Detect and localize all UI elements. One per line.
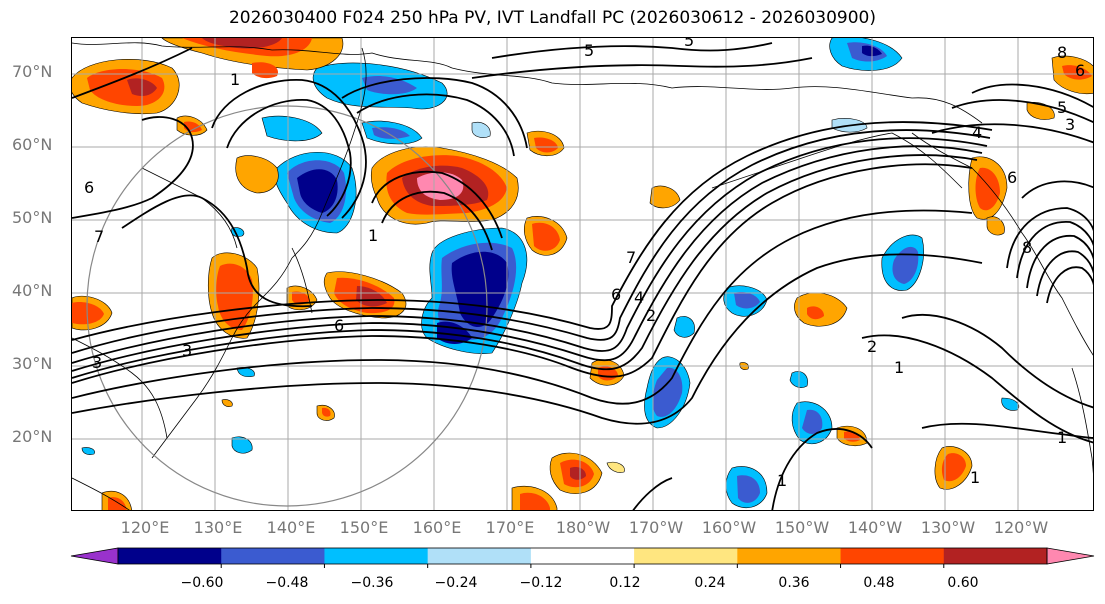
contour-label: 6: [611, 285, 621, 304]
colorbar-tick-label: 0.60: [947, 575, 979, 591]
colorbar-tick-label: −0.24: [434, 575, 478, 591]
contour-label: 4: [634, 288, 644, 307]
colorbar-segment: [943, 548, 1048, 564]
contour-label: 5: [684, 38, 694, 50]
colorbar-tick-label: 0.48: [863, 575, 895, 591]
lon-label-180w: 180°W: [555, 518, 611, 537]
lat-label-20n: 20°N: [12, 427, 53, 446]
lat-label-30n: 30°N: [12, 354, 53, 373]
colorbar-segment: [530, 548, 635, 564]
contour-label: 1: [230, 70, 240, 89]
contour-label: 3: [182, 341, 192, 360]
lon-label-130w: 130°W: [920, 518, 976, 537]
colorbar-segment: [324, 548, 429, 564]
contour-label: 8: [1022, 238, 1032, 257]
contour-label: 8: [1057, 43, 1067, 62]
colorbar-segment: [634, 548, 738, 564]
contour-label: 2: [867, 337, 877, 356]
lat-label-40n: 40°N: [12, 281, 53, 300]
contour-label: 3: [1065, 115, 1075, 134]
contour-label: 2: [646, 306, 656, 325]
contour-label: 3: [92, 353, 102, 372]
lat-label-60n: 60°N: [12, 135, 53, 154]
contour-label: 1: [368, 226, 378, 245]
colorbar-segment: [840, 548, 945, 564]
contour-label: 6: [1007, 168, 1017, 187]
colorbar-tick-label: −0.36: [350, 575, 394, 591]
contour-labels: 5 5 8 6 5 3 4 6 8 7 6 1 6 3 3 6 7 4 2 1: [84, 38, 1085, 490]
ivt-contours: [72, 42, 1093, 510]
contour-label: 4: [972, 123, 982, 142]
colorbar-segment: [737, 548, 842, 564]
contour-label: 6: [334, 316, 344, 335]
lon-label-140w: 140°W: [847, 518, 903, 537]
map-panel: 5 5 8 6 5 3 4 6 8 7 6 1 6 3 3 6 7 4 2 1: [71, 37, 1094, 511]
contour-label: 1: [970, 468, 980, 487]
lon-label-140e: 140°E: [266, 518, 316, 537]
colorbar-segment: [118, 548, 222, 564]
contour-label: 7: [94, 227, 104, 246]
lon-label-150e: 150°E: [339, 518, 389, 537]
colorbar-segment: [221, 548, 325, 564]
contour-label: 1: [1057, 428, 1067, 447]
lat-label-70n: 70°N: [12, 62, 53, 81]
lon-label-120e: 120°E: [120, 518, 170, 537]
lon-label-130e: 130°E: [193, 518, 243, 537]
colorbar-tick-label: −0.12: [519, 575, 563, 591]
colorbar-outline: [117, 547, 1048, 565]
colorbar-extend-max: [1046, 547, 1095, 565]
lon-label-170w: 170°W: [628, 518, 684, 537]
lon-label-160w: 160°W: [701, 518, 757, 537]
contour-label: 5: [584, 41, 594, 60]
contour-label: 5: [1057, 98, 1067, 117]
lon-label-150w: 150°W: [774, 518, 830, 537]
contour-label: 6: [84, 178, 94, 197]
colorbar-tick-label: 0.36: [778, 575, 810, 591]
colorbar-segment: [427, 548, 532, 564]
contour-label: 7: [626, 248, 636, 267]
contour-label: 1: [777, 471, 787, 490]
colorbar-extend-min: [70, 547, 119, 565]
lon-label-120w: 120°W: [993, 518, 1049, 537]
map-canvas: 5 5 8 6 5 3 4 6 8 7 6 1 6 3 3 6 7 4 2 1: [72, 38, 1093, 510]
lat-label-50n: 50°N: [12, 208, 53, 227]
contour-label: 1: [894, 358, 904, 377]
colorbar-ticks: [220, 564, 945, 568]
contour-label: 6: [1075, 61, 1085, 80]
colorbar-tick-label: −0.60: [180, 575, 224, 591]
map-title: 2026030400 F024 250 hPa PV, IVT Landfall…: [228, 8, 876, 28]
lon-label-170e: 170°E: [485, 518, 535, 537]
pv-positive-anomalies: [72, 38, 1093, 510]
colorbar-tick-label: 0.24: [694, 575, 726, 591]
coastlines: [72, 42, 1093, 510]
colorbar-tick-label: 0.12: [609, 575, 641, 591]
colorbar-segments: [70, 547, 1095, 565]
lon-label-160e: 160°E: [412, 518, 462, 537]
colorbar-tick-label: −0.48: [265, 575, 309, 591]
